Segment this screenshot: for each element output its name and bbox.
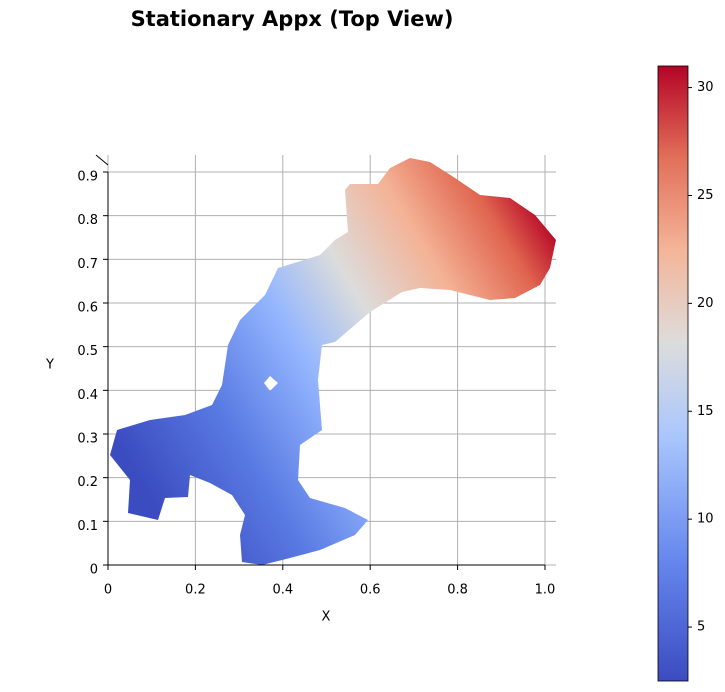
y-tick-label: 0 — [90, 563, 98, 578]
colorbar-tick-label: 5 — [697, 620, 705, 635]
colorbar — [657, 65, 689, 682]
axis-corner — [95, 154, 109, 166]
x-tick-label: 1.0 — [535, 583, 556, 598]
y-tick-label: 0.6 — [77, 301, 98, 316]
colorbar-tick-label: 10 — [697, 512, 714, 527]
x-axis-label: X — [322, 610, 331, 625]
x-tick-label: 0.6 — [360, 583, 381, 598]
surface — [110, 158, 556, 565]
x-tick-label: 0 — [104, 583, 112, 598]
y-tick-label: 0.1 — [77, 519, 98, 534]
y-tick-label: 0.7 — [77, 257, 98, 272]
y-axis-label: Y — [45, 358, 54, 373]
y-tick-label: 0.3 — [77, 432, 98, 447]
colorbar-tick-label: 30 — [697, 80, 714, 95]
colorbar-tick-label: 15 — [697, 404, 714, 419]
y-tick-label: 0.9 — [77, 170, 98, 185]
colorbar-tick-label: 20 — [697, 296, 714, 311]
x-tick-label: 0.2 — [185, 583, 206, 598]
y-tick-label: 0.2 — [77, 475, 98, 490]
x-tick-label: 0.4 — [272, 583, 293, 598]
y-tick-label: 0.8 — [77, 213, 98, 228]
y-tick-label: 0.4 — [77, 388, 98, 403]
x-tick-label: 0.8 — [447, 583, 468, 598]
y-tick-label: 0.5 — [77, 344, 98, 359]
chart-title: Stationary Appx (Top View) — [131, 7, 454, 31]
colorbar-tick-label: 25 — [697, 188, 714, 203]
